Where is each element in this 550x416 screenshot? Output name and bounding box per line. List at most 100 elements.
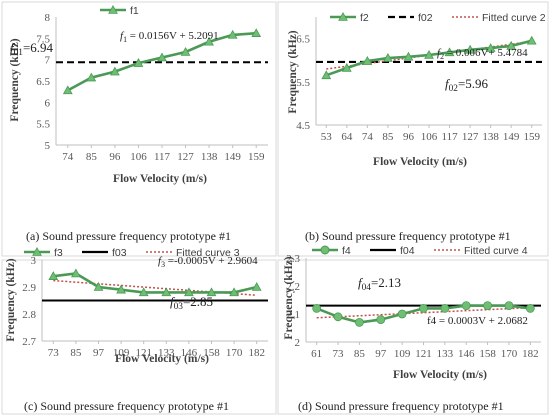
- data-point: [71, 268, 81, 278]
- x-tick-label: 109: [394, 348, 411, 360]
- y-tick-label: 2.2: [286, 281, 300, 293]
- y-axis-label: Frequency (kHz): [5, 258, 17, 341]
- x-tick-label: 73: [333, 348, 345, 360]
- y-tick-label: 2.1: [286, 309, 300, 321]
- legend-item: f1: [100, 4, 139, 17]
- x-tick-label: 106: [130, 151, 147, 163]
- series-line-f3: [53, 272, 258, 294]
- y-tick-label: 5.5: [36, 119, 50, 131]
- x-axis-label: Flow Velocity (m/s): [115, 353, 209, 365]
- trend-equation: f3 =-0.0005V + 2.9604: [158, 255, 258, 269]
- data-point: [341, 62, 352, 72]
- legend-label: Fitted curve 2: [482, 12, 546, 24]
- data-point: [62, 85, 73, 95]
- x-tick-label: 138: [482, 131, 499, 143]
- data-point: [116, 284, 126, 294]
- data-point: [419, 303, 428, 313]
- panel-caption: (b) Sound pressure frequency prototype #…: [305, 229, 511, 243]
- data-point: [184, 287, 194, 297]
- x-tick-label: 85: [354, 348, 366, 360]
- y-tick-label: 7.5: [36, 33, 50, 45]
- panel-caption: (a) Sound pressure frequency prototype #…: [26, 229, 231, 243]
- data-point: [525, 303, 535, 313]
- legend-label: f3: [54, 247, 63, 259]
- x-tick-label: 53: [321, 131, 333, 143]
- x-tick-label: 121: [415, 348, 432, 360]
- legend-item: f3: [24, 246, 63, 259]
- legend-item: Fitted curve 4: [434, 245, 528, 257]
- x-axis-label: Flow Velocity (m/s): [113, 173, 207, 185]
- data-point: [444, 47, 455, 57]
- x-tick-label: 85: [86, 151, 98, 163]
- data-point: [206, 287, 217, 297]
- legend-label: f2: [360, 12, 369, 24]
- legend-item: f02: [388, 12, 433, 24]
- x-tick-label: 133: [158, 347, 175, 359]
- x-tick-label: 109: [113, 347, 130, 359]
- x-tick-label: 149: [503, 131, 520, 143]
- x-tick-label: 182: [248, 347, 265, 359]
- legend-marker: [338, 11, 348, 21]
- data-point: [180, 46, 191, 56]
- y-tick-label: 2.7: [22, 336, 36, 348]
- data-point: [227, 29, 238, 39]
- data-point: [251, 281, 262, 291]
- y-tick-label: 4.5: [296, 120, 310, 132]
- x-tick-label: 158: [479, 348, 496, 360]
- y-tick-label: 5.5: [296, 77, 310, 89]
- data-point: [424, 49, 434, 59]
- x-tick-label: 74: [62, 151, 74, 163]
- y-axis-label: Frequency (kHz): [283, 256, 295, 339]
- y-tick-label: 5: [45, 140, 51, 152]
- data-point: [355, 317, 364, 327]
- legend-item: Fitted curve 2: [452, 12, 546, 24]
- x-tick-label: 159: [523, 131, 540, 143]
- trend-equation: f2 = 0.006V+ 5.4784: [437, 47, 528, 61]
- legend-marker: [32, 246, 42, 256]
- x-tick-label: 74: [362, 131, 374, 143]
- data-point: [251, 28, 262, 37]
- x-tick-label: 85: [382, 131, 394, 143]
- x-tick-label: 96: [109, 151, 121, 163]
- legend-item: f4: [312, 245, 351, 257]
- x-tick-label: 127: [462, 131, 479, 143]
- legend-item: f2: [330, 11, 369, 24]
- reference-label: f02=5.96: [445, 76, 489, 94]
- data-point: [504, 301, 514, 311]
- reference-label: f01=6.94: [10, 40, 54, 58]
- y-tick-label: 2.3: [286, 253, 300, 265]
- x-tick-label: 73: [48, 347, 60, 359]
- chart-panel-d: 2 2.1 2.2 2.3 61 73 85 97 109 121 133 146 158 170 182 F…: [277, 245, 549, 415]
- y-tick-label: 8: [45, 12, 51, 24]
- data-point: [465, 44, 475, 54]
- data-point: [333, 312, 343, 322]
- panel-frame: [1, 259, 277, 415]
- x-tick-label: 158: [203, 347, 220, 359]
- x-tick-label: 138: [201, 151, 218, 163]
- x-tick-label: 85: [70, 347, 82, 359]
- data-point: [403, 51, 414, 61]
- data-point: [138, 287, 149, 297]
- chart-panel-a: 5 5.5 6 6.5 7 7.5 8 74 85 96 106 117 127 138 149 159 Flo…: [1, 1, 277, 257]
- x-tick-label: 97: [93, 347, 105, 359]
- y-tick-label: 6: [45, 97, 51, 109]
- reference-label: f03=2.85: [170, 294, 213, 312]
- x-tick-label: 117: [441, 131, 458, 143]
- x-tick-label: 133: [437, 348, 454, 360]
- data-point: [229, 287, 239, 297]
- y-tick-label: 7: [45, 55, 51, 67]
- y-axis-label: Frequency (kHz): [9, 38, 21, 121]
- legend-label: f04: [400, 245, 415, 257]
- data-point: [383, 53, 393, 62]
- chart-panel-b: 4.5 5.5 6.5 53 64 74 85 96 106 117 127 138 149 159 Flo…: [277, 1, 549, 257]
- data-point: [86, 72, 97, 82]
- x-tick-label: 61: [311, 348, 322, 360]
- x-tick-label: 159: [248, 151, 265, 163]
- x-tick-label: 146: [458, 348, 475, 360]
- data-point: [312, 303, 322, 313]
- y-tick-label: 3: [31, 255, 37, 267]
- x-tick-label: 170: [226, 347, 243, 359]
- x-tick-label: 106: [421, 131, 438, 143]
- x-tick-label: 127: [177, 151, 194, 163]
- legend-label: Fitted curve 3: [176, 247, 240, 259]
